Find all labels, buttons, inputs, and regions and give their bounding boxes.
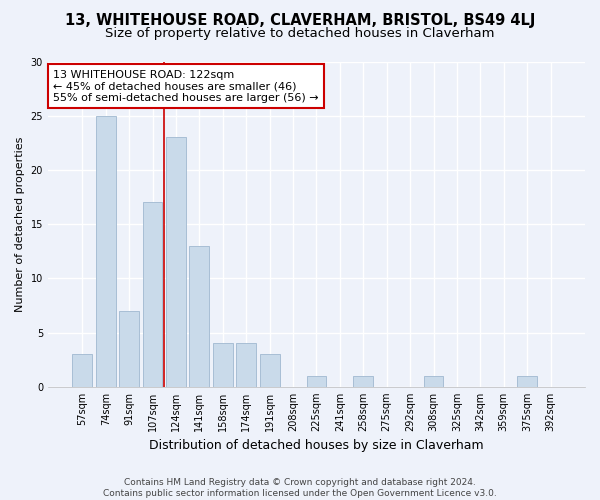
Bar bbox=[73, 354, 92, 387]
Bar bbox=[353, 376, 373, 387]
Bar bbox=[190, 246, 209, 387]
Bar bbox=[236, 344, 256, 387]
Bar bbox=[424, 376, 443, 387]
Bar bbox=[96, 116, 116, 387]
Text: 13, WHITEHOUSE ROAD, CLAVERHAM, BRISTOL, BS49 4LJ: 13, WHITEHOUSE ROAD, CLAVERHAM, BRISTOL,… bbox=[65, 12, 535, 28]
Bar bbox=[166, 138, 186, 387]
X-axis label: Distribution of detached houses by size in Claverham: Distribution of detached houses by size … bbox=[149, 440, 484, 452]
Text: 13 WHITEHOUSE ROAD: 122sqm
← 45% of detached houses are smaller (46)
55% of semi: 13 WHITEHOUSE ROAD: 122sqm ← 45% of deta… bbox=[53, 70, 319, 103]
Bar bbox=[119, 311, 139, 387]
Bar bbox=[307, 376, 326, 387]
Y-axis label: Number of detached properties: Number of detached properties bbox=[15, 136, 25, 312]
Bar bbox=[213, 344, 233, 387]
Text: Size of property relative to detached houses in Claverham: Size of property relative to detached ho… bbox=[105, 28, 495, 40]
Bar bbox=[260, 354, 280, 387]
Bar bbox=[517, 376, 537, 387]
Text: Contains HM Land Registry data © Crown copyright and database right 2024.
Contai: Contains HM Land Registry data © Crown c… bbox=[103, 478, 497, 498]
Bar bbox=[143, 202, 163, 387]
